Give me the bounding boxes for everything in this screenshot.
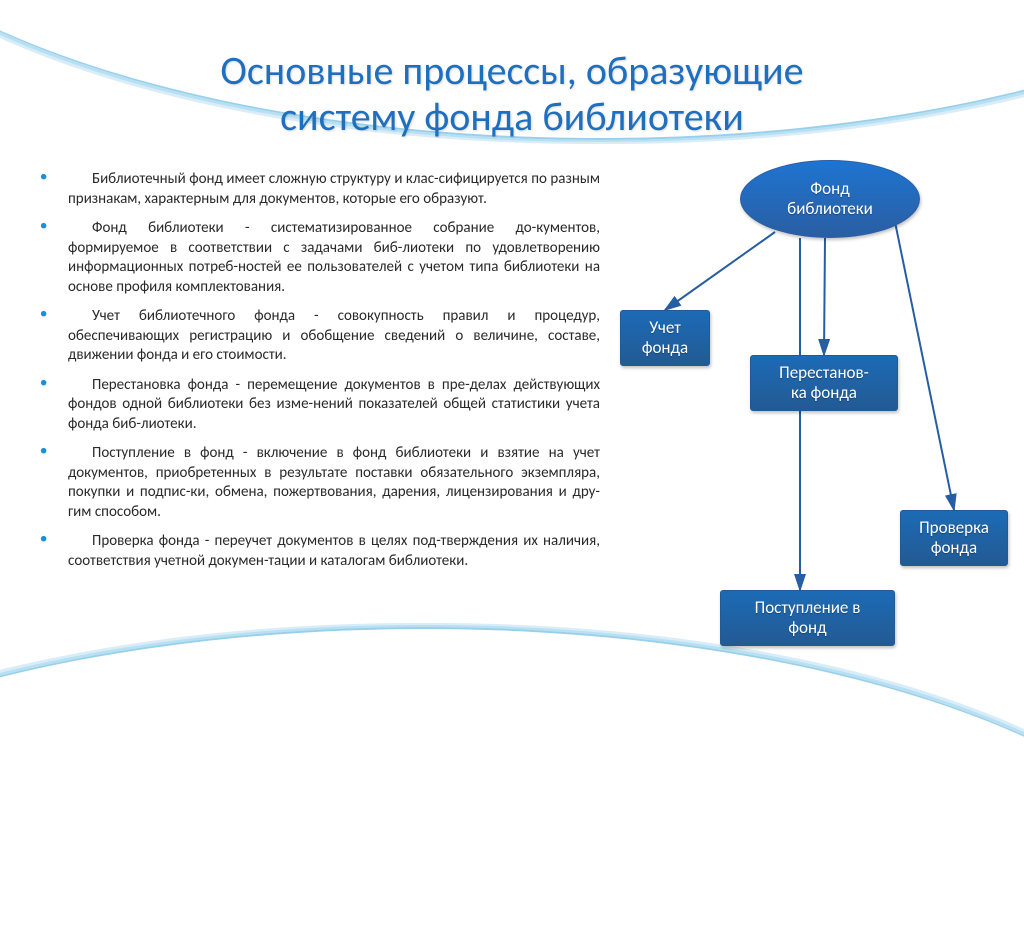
bullet-item: Проверка фонда - переучет документов в ц… bbox=[40, 532, 600, 571]
diagram-edge bbox=[895, 222, 954, 510]
bullet-item: Перестановка фонда - перемещение докумен… bbox=[40, 376, 600, 435]
bullet-item: Поступление в фонд - включение в фонд би… bbox=[40, 444, 600, 522]
flow-diagram: Фонд библиотеки Учет фонда Перестанов- ка … bbox=[610, 160, 1010, 680]
diagram-node-root: Фонд библиотеки bbox=[740, 160, 920, 238]
diagram-node-uchet: Учет фонда bbox=[620, 310, 710, 366]
title-line-2: систему фонда библиотеки bbox=[280, 92, 744, 141]
diagram-node-post: Поступление в фонд bbox=[720, 590, 895, 646]
bullet-item: Учет библиотечного фонда - совокупность … bbox=[40, 307, 600, 366]
diagram-node-label: Поступление в фонд bbox=[755, 598, 861, 639]
title-line-1: Основные процессы, образующие bbox=[220, 46, 803, 95]
bullet-item: Библиотечный фонд имеет сложную структур… bbox=[40, 170, 600, 209]
diagram-node-label: Учет фонда bbox=[642, 318, 688, 359]
bullet-list: Библиотечный фонд имеет сложную структур… bbox=[40, 170, 600, 581]
diagram-node-perest: Перестанов- ка фонда bbox=[750, 355, 898, 411]
bullet-item: Фонд библиотеки - систематизированное со… bbox=[40, 219, 600, 297]
diagram-edge bbox=[824, 238, 825, 355]
slide-title: Основные процессы, образующие систему фо… bbox=[0, 48, 1024, 140]
diagram-node-label: Перестанов- ка фонда bbox=[779, 363, 869, 404]
diagram-node-label: Проверка фонда bbox=[919, 518, 989, 559]
diagram-node-prov: Проверка фонда bbox=[900, 510, 1008, 566]
diagram-edge bbox=[665, 232, 775, 310]
diagram-node-label: Фонд библиотеки bbox=[787, 179, 873, 220]
